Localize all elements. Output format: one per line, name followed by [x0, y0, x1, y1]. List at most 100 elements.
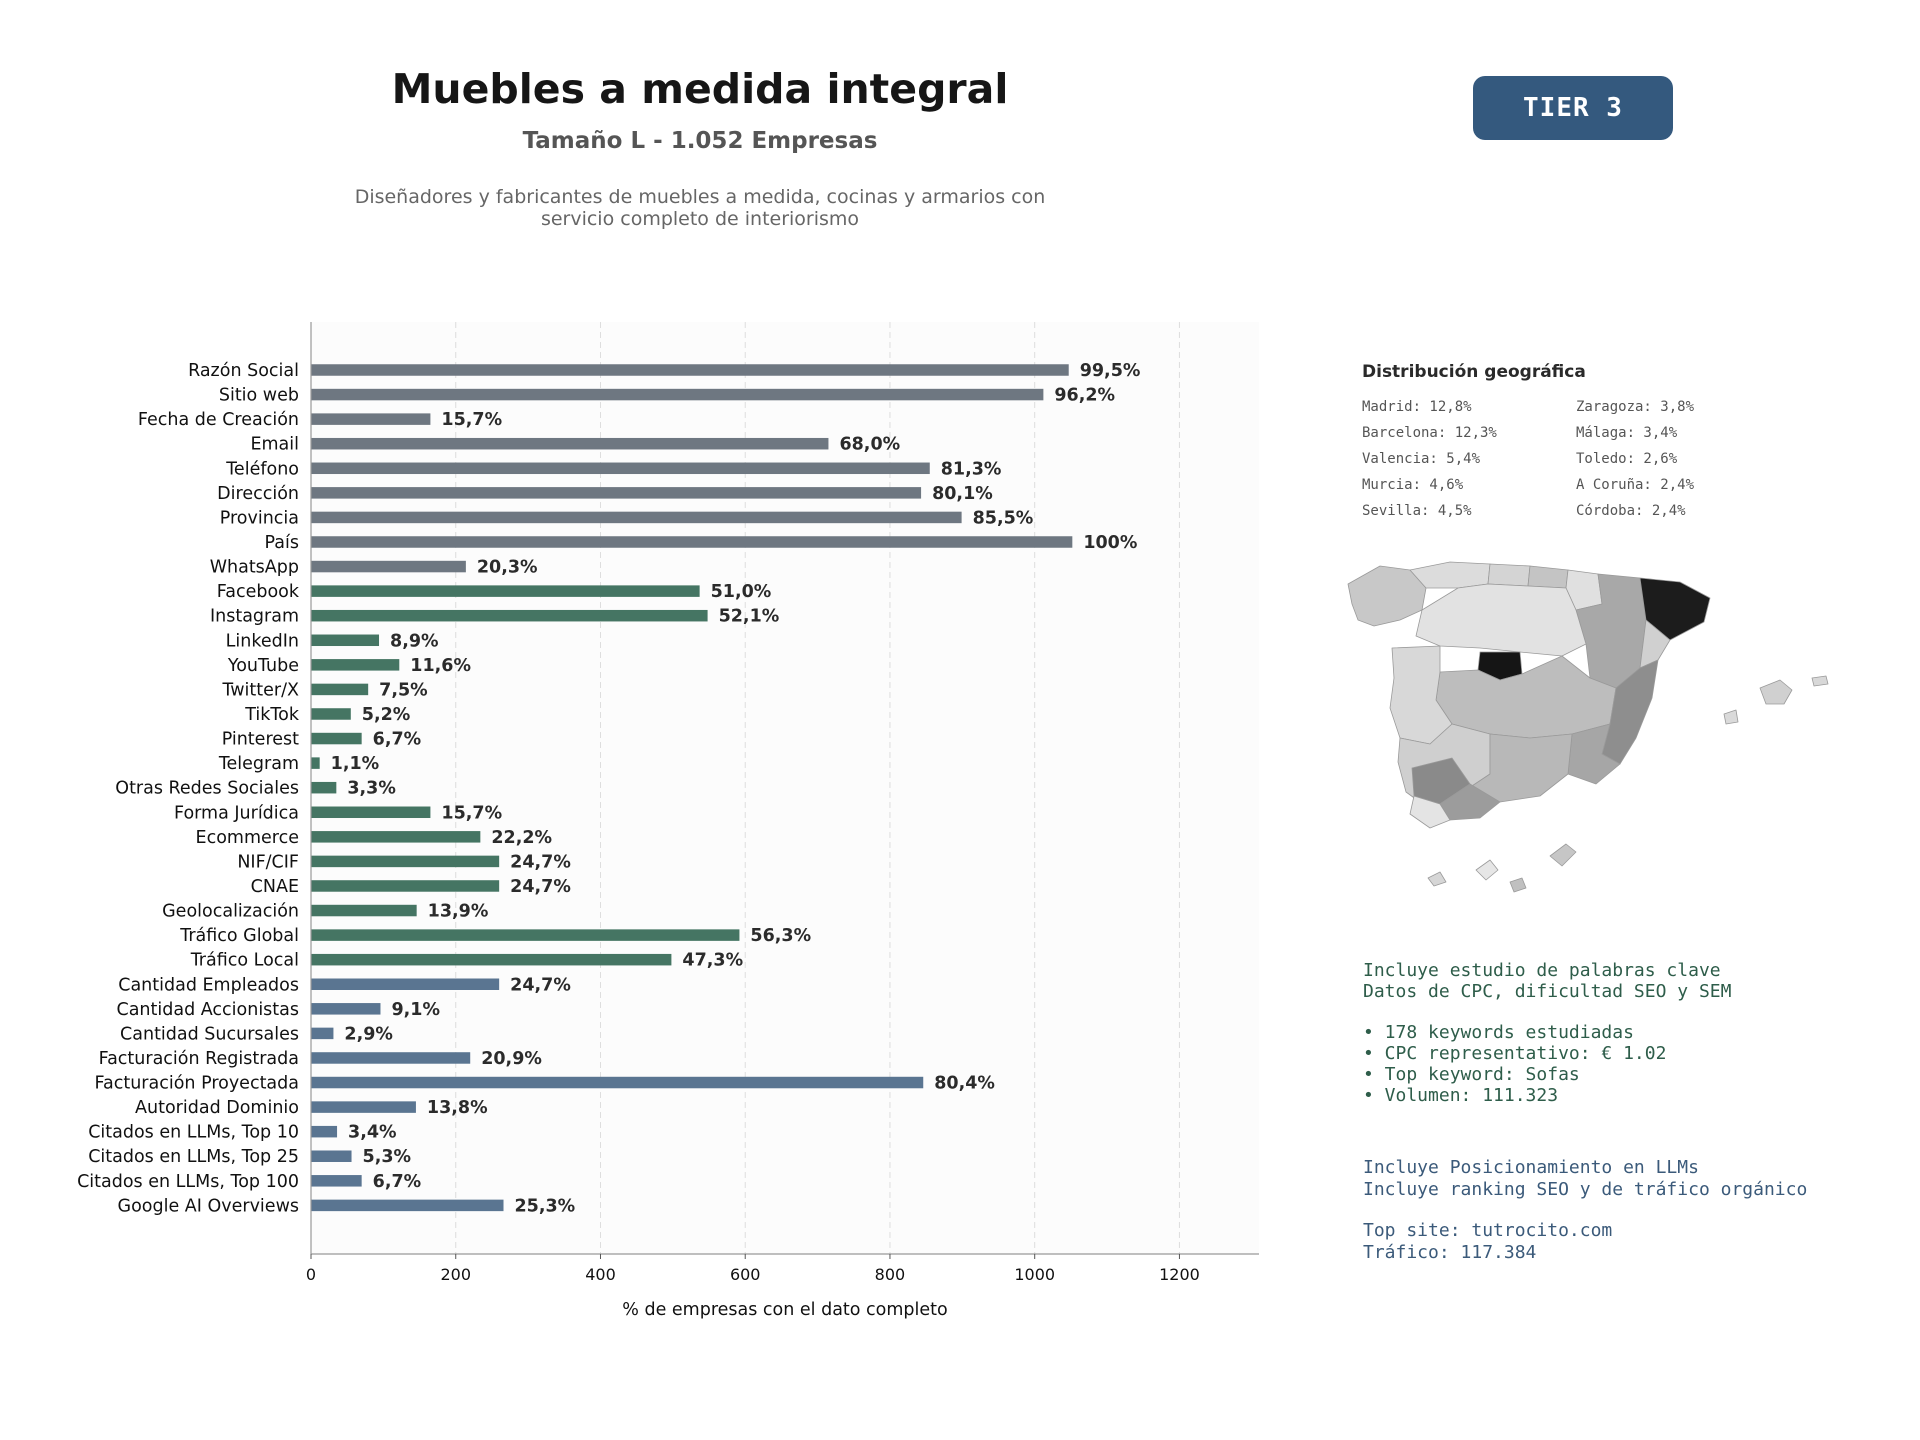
x-axis-label: % de empresas con el dato completo [622, 1300, 947, 1320]
bar [311, 855, 500, 868]
bar [311, 953, 672, 966]
map-region-mallorca [1759, 679, 1793, 705]
llm-line-2: Incluye ranking SEO y de tráfico orgánic… [1363, 1179, 1808, 1200]
category-label: Forma Jurídica [174, 803, 299, 823]
category-label: Instagram [210, 607, 299, 627]
category-label: Cantidad Empleados [118, 975, 299, 995]
x-tick-label: 1000 [1014, 1265, 1055, 1284]
bar [311, 904, 417, 917]
bar [311, 1027, 334, 1040]
x-tick-label: 400 [585, 1265, 616, 1284]
x-tick-label: 800 [875, 1265, 906, 1284]
geo-title: Distribución geográfica [1362, 362, 1586, 382]
description-line-1: Diseñadores y fabricantes de muebles a m… [354, 186, 1046, 208]
llm-top-site: Top site: tutrocito.com [1363, 1220, 1613, 1241]
value-label: 5,3% [363, 1147, 412, 1167]
bar [311, 462, 930, 475]
keywords-bullet-3: • Top keyword: Sofas [1363, 1064, 1580, 1085]
category-label: Cantidad Sucursales [120, 1024, 299, 1044]
value-label: 47,3% [682, 951, 743, 971]
category-label: Provincia [220, 508, 299, 528]
bar [311, 1076, 924, 1089]
value-label: 100% [1083, 533, 1137, 553]
geo-list: Madrid: 12,8% Zaragoza: 3,8% Barcelona: … [1362, 398, 1782, 521]
geo-item: Madrid: 12,8% [1362, 399, 1472, 415]
map-region-cantabria [1487, 563, 1531, 587]
keywords-block: Incluye estudio de palabras clave Datos … [1363, 960, 1883, 1106]
bar [311, 634, 380, 647]
category-label: Tráfico Local [190, 951, 299, 971]
value-label: 15,7% [441, 410, 502, 430]
value-label: 51,0% [711, 582, 772, 602]
spain-map-svg [1347, 561, 1829, 893]
map-region-canary-3 [1549, 843, 1577, 867]
keywords-bullet-2: • CPC representativo: € 1.02 [1363, 1043, 1667, 1064]
category-label: Geolocalización [162, 902, 299, 922]
value-label: 6,7% [373, 730, 422, 750]
category-label: Citados en LLMs, Top 100 [77, 1172, 299, 1192]
geo-item: Córdoba: 2,4% [1576, 503, 1686, 519]
value-label: 11,6% [410, 656, 471, 676]
bar [311, 511, 962, 524]
value-label: 1,1% [331, 754, 380, 774]
category-label: LinkedIn [226, 631, 299, 651]
map-region-asturias [1409, 561, 1491, 589]
category-label: TikTok [244, 705, 300, 725]
tier-badge: TIER 3 [1473, 76, 1673, 140]
map-region-cadiz [1409, 795, 1451, 829]
bar [311, 1101, 416, 1113]
category-label: Sitio web [219, 386, 299, 406]
category-label: WhatsApp [210, 558, 299, 578]
llm-block: Incluye Posicionamiento en LLMs Incluye … [1363, 1157, 1883, 1264]
map-region-canary-2 [1475, 859, 1499, 881]
bar [311, 585, 700, 597]
map-region-galicia [1347, 565, 1427, 627]
value-label: 52,1% [719, 607, 780, 627]
page-title: Muebles a medida integral [391, 65, 1009, 113]
category-label: Citados en LLMs, Top 10 [88, 1123, 299, 1143]
category-label: Fecha de Creación [138, 410, 299, 430]
value-label: 9,1% [391, 1000, 440, 1020]
keywords-line-2: Datos de CPC, dificultad SEO y SEM [1363, 981, 1732, 1002]
category-label: YouTube [227, 656, 299, 676]
category-label: Otras Redes Sociales [115, 779, 299, 799]
value-label: 3,3% [347, 779, 396, 799]
bar [311, 487, 922, 499]
bar [311, 683, 369, 696]
x-tick-label: 1200 [1159, 1265, 1200, 1284]
value-label: 80,4% [934, 1074, 995, 1094]
bar-chart: Razón Social Sitio web Fecha de Creación Em… [77, 322, 1259, 1320]
value-label: 20,3% [477, 558, 538, 578]
bar [311, 437, 829, 450]
map-region-leon [1415, 583, 1587, 657]
category-label: Razón Social [188, 361, 299, 381]
category-label: Facebook [217, 582, 300, 602]
category-label: Facturación Proyectada [95, 1074, 299, 1094]
map-region-canary-1 [1427, 871, 1447, 887]
value-label: 22,2% [491, 828, 552, 848]
geo-item: Sevilla: 4,5% [1362, 503, 1472, 519]
bar [311, 659, 400, 671]
category-label: Telegram [218, 754, 299, 774]
value-label: 24,7% [510, 877, 571, 897]
x-ticks: 0 200 400 600 800 1000 1200 [306, 1254, 1200, 1284]
value-label: 3,4% [348, 1123, 397, 1143]
llm-traffic: Tráfico: 117.384 [1363, 1242, 1537, 1263]
value-label: 13,8% [427, 1098, 488, 1118]
bar [311, 1003, 381, 1015]
geo-item: Zaragoza: 3,8% [1576, 399, 1695, 415]
bar [311, 978, 500, 990]
geo-item: Murcia: 4,6% [1362, 477, 1464, 493]
value-label: 56,3% [750, 926, 811, 946]
value-labels: 99,5% 96,2% 15,7% 68,0% 81,3% 80,1% 85,5% 100% 2… [331, 361, 1141, 1216]
value-label: 5,2% [362, 705, 411, 725]
description-line-2: servicio completo de interiorismo [540, 208, 860, 230]
category-label: Citados en LLMs, Top 25 [88, 1147, 299, 1167]
x-tick-label: 600 [730, 1265, 761, 1284]
value-label: 15,7% [441, 803, 502, 823]
keywords-bullet-1: • 178 keywords estudiadas [1363, 1022, 1634, 1043]
map-region-canary-4 [1509, 877, 1527, 893]
geo-item: Valencia: 5,4% [1362, 451, 1481, 467]
value-label: 20,9% [481, 1049, 542, 1069]
category-label: País [265, 533, 299, 553]
